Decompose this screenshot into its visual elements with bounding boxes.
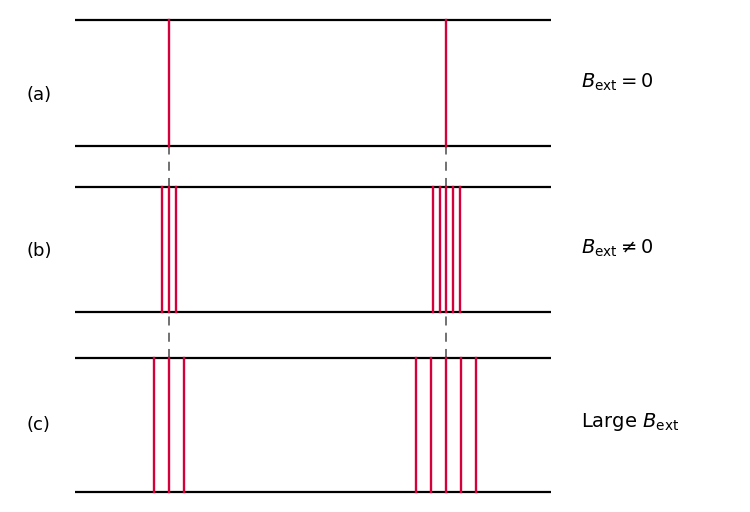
Text: Large $B_{\mathrm{ext}}$: Large $B_{\mathrm{ext}}$ (581, 412, 680, 433)
Text: (c): (c) (26, 416, 50, 434)
Text: (a): (a) (26, 86, 51, 104)
Text: (b): (b) (26, 242, 52, 260)
Text: $B_{\mathrm{ext}} = 0$: $B_{\mathrm{ext}} = 0$ (581, 71, 654, 93)
Text: $B_{\mathrm{ext}} \neq 0$: $B_{\mathrm{ext}} \neq 0$ (581, 238, 654, 259)
